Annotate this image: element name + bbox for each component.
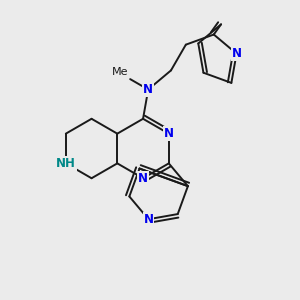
Text: Me: Me bbox=[112, 67, 129, 77]
Text: NH: NH bbox=[56, 157, 76, 170]
Text: N: N bbox=[138, 172, 148, 185]
Text: N: N bbox=[232, 47, 242, 60]
Text: N: N bbox=[164, 127, 174, 140]
Text: N: N bbox=[143, 213, 154, 226]
Text: N: N bbox=[143, 83, 153, 96]
